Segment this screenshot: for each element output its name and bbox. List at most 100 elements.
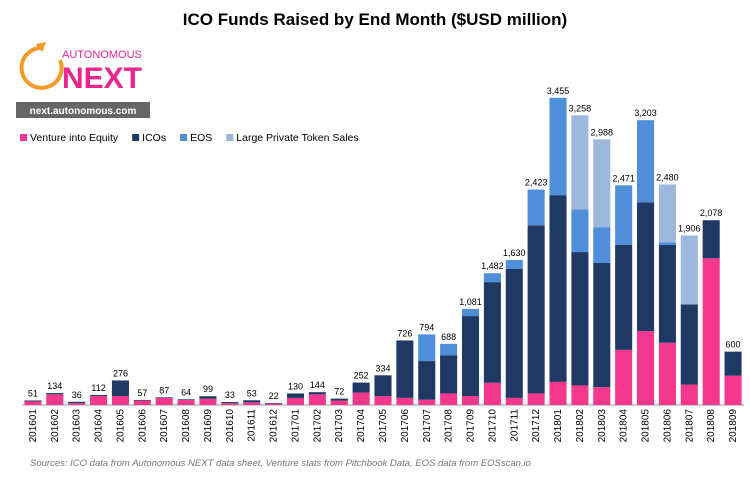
total-label: 334 bbox=[375, 363, 390, 373]
bar-segment bbox=[549, 195, 567, 382]
bar-segment bbox=[658, 342, 676, 405]
bar-segment bbox=[243, 402, 261, 405]
bar-segment bbox=[593, 262, 611, 388]
total-label: 130 bbox=[288, 381, 303, 391]
total-label: 36 bbox=[72, 390, 82, 400]
bar-segment bbox=[461, 316, 480, 397]
total-label: 134 bbox=[47, 381, 62, 391]
x-tick-label: 201703 bbox=[334, 409, 345, 443]
bar-segment bbox=[527, 393, 545, 405]
x-tick-label: 201602 bbox=[50, 409, 61, 443]
bar-segment bbox=[133, 400, 151, 405]
bar-segment bbox=[658, 242, 676, 245]
total-label: 22 bbox=[269, 391, 279, 401]
bar-segment bbox=[571, 209, 589, 253]
logo-arrow bbox=[36, 42, 46, 52]
total-label: 2,471 bbox=[612, 173, 635, 183]
x-tick-label: 201601 bbox=[28, 409, 39, 443]
source-note: Sources: ICO data from Autonomous NEXT d… bbox=[30, 458, 531, 469]
bar-segment bbox=[68, 403, 86, 405]
logo-main: NEXT bbox=[62, 62, 142, 95]
x-tick-label: 201611 bbox=[247, 409, 258, 442]
total-label: 1,630 bbox=[503, 248, 526, 258]
bar-segment bbox=[286, 397, 305, 405]
bar-segment bbox=[637, 202, 655, 332]
x-tick-label: 201609 bbox=[203, 409, 214, 443]
x-tick-label: 201604 bbox=[94, 409, 105, 443]
total-label: 794 bbox=[419, 322, 434, 332]
bar-segment bbox=[308, 394, 326, 405]
total-label: 1,081 bbox=[459, 297, 482, 307]
x-tick-label: 201808 bbox=[706, 409, 717, 443]
bar-segment bbox=[440, 355, 458, 394]
x-tick-label: 201707 bbox=[422, 409, 433, 443]
bar-segment bbox=[571, 115, 589, 210]
bar-segment bbox=[396, 340, 414, 398]
x-tick-label: 201801 bbox=[553, 409, 564, 443]
bar-segment bbox=[637, 331, 655, 405]
bar-segment bbox=[593, 387, 611, 405]
legend-label: ICOs bbox=[142, 132, 166, 144]
bar-segment bbox=[308, 392, 326, 395]
bar-segment bbox=[549, 381, 567, 405]
total-label: 57 bbox=[137, 388, 147, 398]
x-tick-label: 201610 bbox=[225, 409, 236, 443]
bar-segment bbox=[155, 397, 173, 405]
x-tick-label: 201603 bbox=[72, 409, 83, 443]
bar-segment bbox=[418, 399, 436, 405]
bar-segment bbox=[483, 282, 501, 383]
bar-segment bbox=[637, 120, 655, 203]
x-tick-label: 201606 bbox=[137, 409, 148, 443]
bar-segment bbox=[483, 273, 501, 283]
bar-segment bbox=[658, 244, 676, 343]
x-tick-label: 201710 bbox=[487, 409, 498, 443]
x-tick-label: 201807 bbox=[684, 409, 695, 443]
bar-segment bbox=[199, 398, 217, 405]
total-label: 3,455 bbox=[547, 86, 570, 96]
bar-segment bbox=[330, 398, 348, 401]
bar-segment bbox=[461, 396, 480, 405]
bar-segment bbox=[374, 396, 392, 405]
x-tick-label: 201701 bbox=[290, 409, 301, 443]
total-label: 1,906 bbox=[678, 224, 701, 234]
bar-segment bbox=[418, 361, 436, 400]
bar-segment bbox=[549, 97, 567, 196]
x-tick-label: 201711 bbox=[509, 409, 520, 442]
chart-title: ICO Funds Raised by End Month ($USD mill… bbox=[183, 10, 567, 29]
bar-segment bbox=[24, 400, 42, 402]
total-label: 726 bbox=[397, 328, 412, 338]
total-label: 3,258 bbox=[569, 103, 592, 113]
bar-segment bbox=[702, 220, 720, 259]
bar-segment bbox=[571, 385, 589, 405]
total-label: 53 bbox=[247, 388, 257, 398]
total-label: 2,423 bbox=[525, 178, 548, 188]
bar-segment bbox=[352, 382, 370, 393]
bar-segment bbox=[133, 399, 151, 401]
bar-segment bbox=[593, 139, 611, 228]
bar-segment bbox=[680, 384, 698, 405]
bar-segment bbox=[199, 396, 217, 399]
legend-swatch bbox=[180, 134, 188, 141]
bar-segment bbox=[243, 400, 261, 403]
bar-segment bbox=[111, 380, 129, 397]
bar-segment bbox=[440, 343, 458, 356]
bar-segment bbox=[615, 349, 633, 405]
bar-segment bbox=[265, 403, 283, 404]
bar-segment bbox=[680, 235, 698, 305]
x-tick-label: 201708 bbox=[444, 409, 455, 443]
x-tick-label: 201706 bbox=[400, 409, 411, 443]
bar-segment bbox=[615, 244, 633, 350]
x-tick-label: 201804 bbox=[619, 409, 630, 443]
bar-segment bbox=[352, 392, 370, 405]
total-label: 276 bbox=[113, 368, 128, 378]
bar-segment bbox=[90, 396, 108, 405]
bar-segment bbox=[702, 258, 720, 405]
bar-segment bbox=[374, 375, 392, 397]
total-label: 600 bbox=[726, 340, 741, 350]
bar-segment bbox=[330, 400, 348, 405]
bar-segment bbox=[177, 399, 195, 401]
bar-segment bbox=[724, 351, 742, 376]
total-label: 2,078 bbox=[700, 208, 723, 218]
bar-segment bbox=[155, 397, 173, 398]
total-label: 144 bbox=[310, 380, 325, 390]
